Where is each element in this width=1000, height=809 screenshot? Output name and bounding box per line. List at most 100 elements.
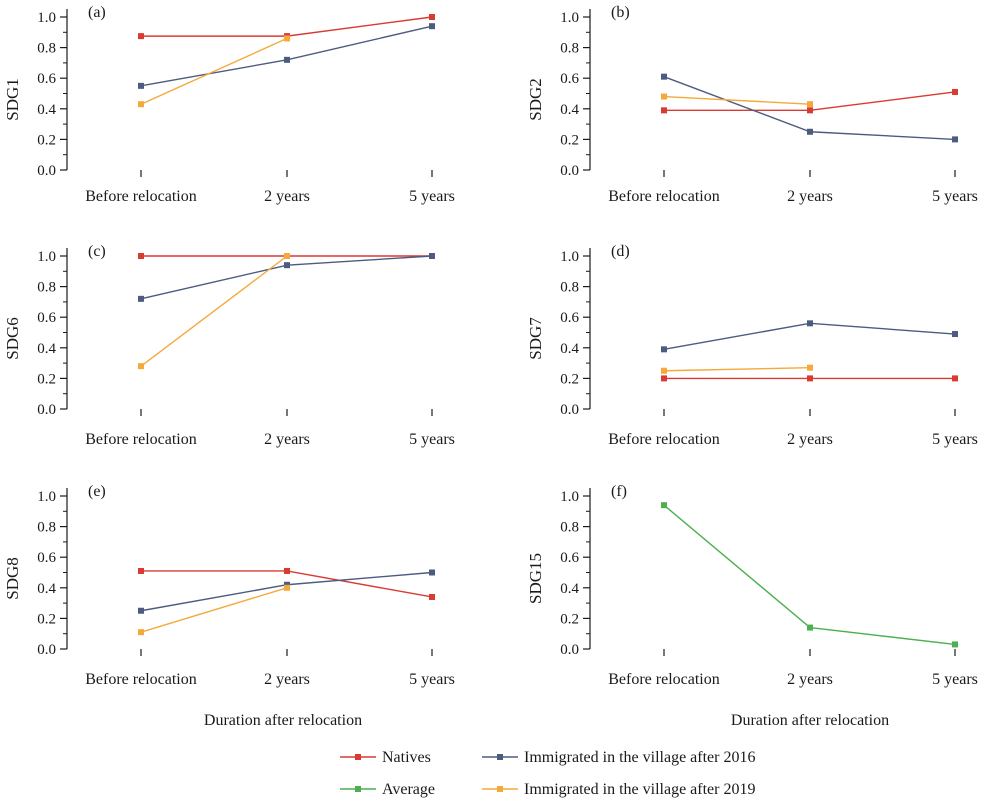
panel-label: (a): [88, 4, 106, 21]
data-point-immigrated_2016: [807, 320, 813, 327]
panel-5: 0.0 0.2 0.4 0.6 0.8 1.0 SDG8 (e) Before relocati…: [3, 483, 455, 688]
x-tick-label: 2 years: [787, 188, 833, 205]
x-tick-label: 2 years: [787, 431, 833, 448]
x-tick-label: 2 years: [264, 431, 310, 448]
data-point-immigrated_2016: [284, 581, 290, 588]
x-axis-label-left: Duration after relocation: [204, 712, 362, 729]
y-tick-label: 0.6: [37, 71, 56, 87]
y-tick-label: 0.4: [560, 102, 579, 118]
legend-label: Immigrated in the village after 2019: [524, 781, 755, 798]
y-tick-label: 0.2: [560, 132, 579, 148]
data-point-natives: [429, 14, 435, 20]
panel-label: (e): [88, 483, 106, 500]
data-point-natives: [429, 593, 435, 600]
data-point-average: [952, 641, 958, 648]
legend-label: Immigrated in the village after 2016: [524, 749, 755, 766]
data-point-immigrated_2019: [138, 629, 144, 636]
y-tick-label: 0.0: [37, 642, 56, 658]
y-tick-label: 0.6: [560, 71, 579, 87]
panel-label: (b): [611, 4, 630, 21]
y-tick-label: 0.0: [560, 642, 579, 658]
data-point-immigrated_2016: [429, 23, 435, 30]
data-point-immigrated_2019: [661, 367, 667, 374]
panel-6: 0.0 0.2 0.4 0.6 0.8 1.0 SDG15 (f) Before relocat…: [526, 483, 978, 688]
x-tick-label: 5 years: [409, 671, 455, 688]
legend-marker: [355, 754, 361, 760]
y-tick-label: 0.0: [560, 402, 579, 418]
panels: 0.0 0.2 0.4 0.6 0.8 1.0 SDG1 (a) Before relocati…: [3, 4, 978, 688]
data-point-immigrated_2019: [138, 363, 144, 370]
data-point-immigrated_2019: [661, 93, 667, 100]
y-tick-label: 0.2: [37, 132, 56, 148]
x-tick-label: 2 years: [264, 188, 310, 205]
data-point-average: [807, 624, 813, 631]
series-line-immigrated_2016: [140, 571, 433, 612]
data-point-natives: [138, 33, 144, 40]
y-tick-label: 1.0: [37, 489, 56, 505]
data-point-immigrated_2016: [138, 295, 144, 302]
y-tick-label: 0.0: [37, 163, 56, 179]
x-tick-label: Before relocation: [85, 188, 197, 205]
data-point-immigrated_2016: [284, 56, 290, 63]
y-tick-label: 0.8: [37, 41, 56, 57]
data-point-immigrated_2019: [138, 101, 144, 108]
data-point-natives: [952, 375, 958, 382]
y-tick-label: 1.0: [560, 489, 579, 505]
data-point-natives: [661, 375, 667, 382]
y-axis-label: SDG6: [3, 317, 22, 360]
series-line-average: [663, 504, 956, 646]
y-tick-label: 1.0: [560, 10, 579, 26]
data-point-natives: [284, 567, 290, 574]
x-tick-label: 2 years: [264, 671, 310, 688]
series-line-immigrated_2019: [663, 95, 811, 105]
y-axis-label: SDG2: [526, 78, 545, 121]
y-tick-label: 0.2: [560, 371, 579, 387]
data-point-immigrated_2019: [807, 101, 813, 108]
panel-label: (d): [611, 243, 630, 260]
data-point-natives: [661, 107, 667, 114]
y-tick-label: 0.2: [37, 611, 56, 627]
y-tick-label: 0.6: [37, 550, 56, 566]
legend: Natives Immigrated in the village after 2…: [340, 749, 755, 798]
data-point-immigrated_2016: [429, 253, 435, 259]
y-axis-label: SDG1: [3, 78, 22, 121]
x-axis-label-right: Duration after relocation: [731, 712, 889, 729]
x-tick-label: 5 years: [409, 431, 455, 448]
y-tick-label: 0.4: [560, 581, 579, 597]
data-point-average: [661, 502, 667, 509]
panel-label: (f): [611, 483, 627, 500]
y-axis-label: SDG7: [526, 317, 545, 360]
legend-item-immigrated_2019: Immigrated in the village after 2019: [482, 781, 755, 798]
y-tick-label: 1.0: [560, 249, 579, 265]
legend-marker: [497, 754, 503, 760]
data-point-natives: [138, 253, 144, 259]
x-tick-label: Before relocation: [85, 431, 197, 448]
data-point-immigrated_2016: [807, 128, 813, 135]
y-tick-label: 0.0: [37, 402, 56, 418]
x-tick-label: Before relocation: [85, 671, 197, 688]
series-line-immigrated_2016: [663, 322, 956, 351]
y-tick-label: 0.8: [560, 41, 579, 57]
data-point-immigrated_2019: [807, 364, 813, 371]
y-tick-label: 0.4: [560, 341, 579, 357]
data-point-immigrated_2016: [138, 82, 144, 89]
data-point-immigrated_2019: [284, 35, 290, 42]
panel-label: (c): [88, 243, 106, 260]
series-line-immigrated_2019: [140, 587, 288, 633]
panel-1: 0.0 0.2 0.4 0.6 0.8 1.0 SDG1 (a) Before relocati…: [3, 4, 455, 205]
x-tick-label: 5 years: [932, 188, 978, 205]
legend-label: Average: [382, 781, 435, 798]
data-point-natives: [807, 107, 813, 114]
y-tick-label: 0.2: [560, 611, 579, 627]
x-tick-label: Before relocation: [608, 671, 720, 688]
x-tick-label: Before relocation: [608, 431, 720, 448]
y-tick-label: 0.8: [560, 280, 579, 296]
x-tick-label: 5 years: [932, 671, 978, 688]
data-point-immigrated_2016: [138, 607, 144, 614]
series-line-immigrated_2019: [663, 366, 811, 372]
x-tick-label: 5 years: [932, 431, 978, 448]
y-axis-label: SDG15: [526, 553, 545, 604]
x-tick-label: 2 years: [787, 671, 833, 688]
y-tick-label: 0.8: [560, 520, 579, 536]
